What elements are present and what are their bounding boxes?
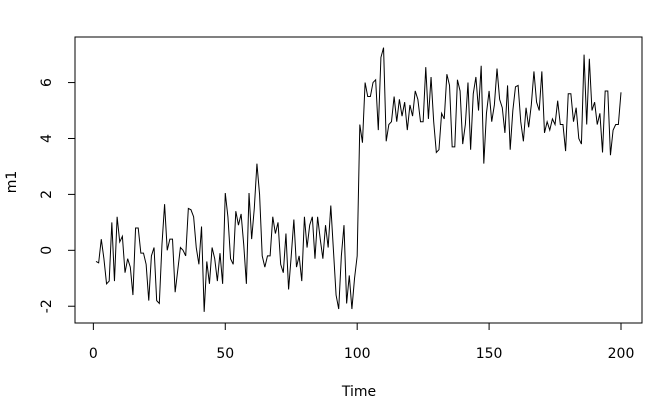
y-tick-label: 0 [39, 246, 55, 255]
x-tick-label: 50 [216, 346, 234, 362]
y-tick-label: 4 [39, 134, 55, 143]
data-line [95, 47, 622, 312]
y-tick-label: -2 [39, 299, 55, 313]
x-tick-label: 100 [344, 346, 371, 362]
y-axis-label: m1 [4, 171, 20, 194]
y-tick-label: 2 [39, 190, 55, 199]
x-axis-label: Time [341, 384, 376, 400]
x-tick-label: 0 [89, 346, 98, 362]
x-tick-label: 200 [608, 346, 635, 362]
y-tick-label: 6 [39, 78, 55, 87]
x-tick-label: 150 [476, 346, 503, 362]
